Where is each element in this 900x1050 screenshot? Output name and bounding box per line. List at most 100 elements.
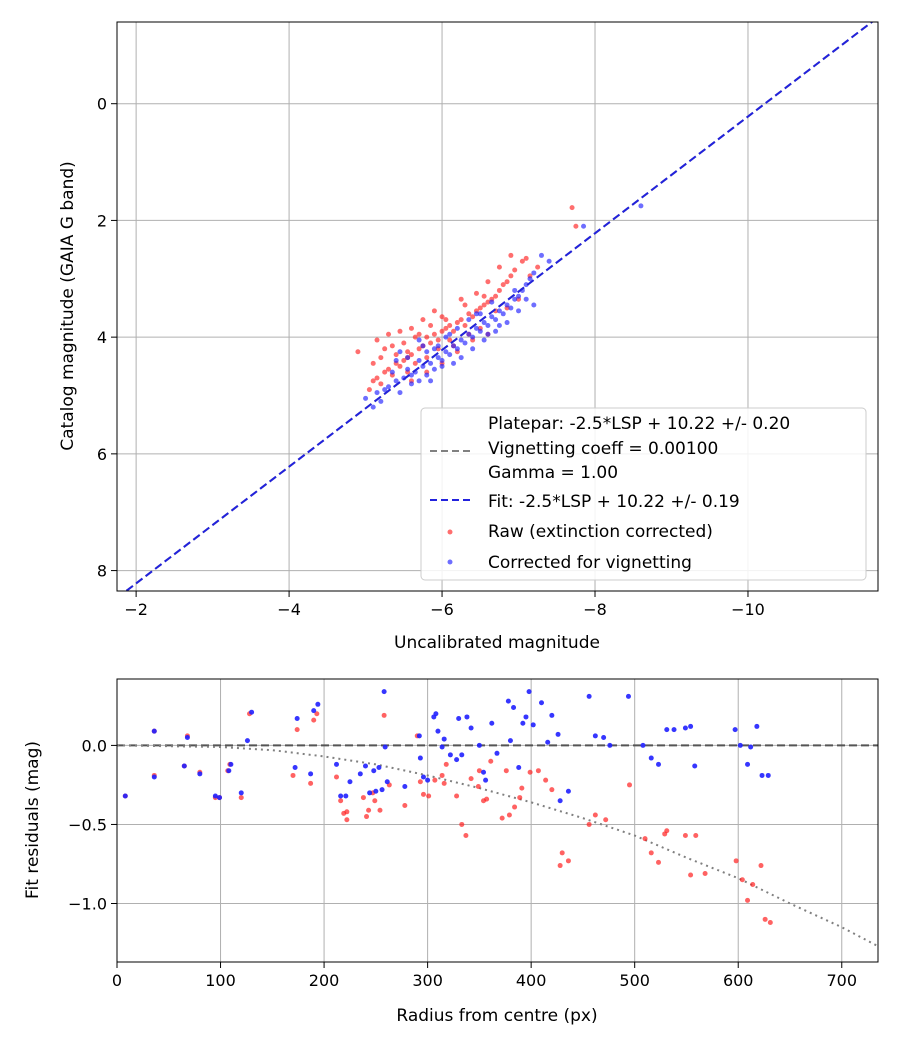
residuals-raw-point (360, 795, 366, 801)
calibration-corrected-point (431, 346, 437, 352)
calibration-corrected-point (420, 343, 426, 349)
calibration-y-tick-label: 4 (97, 328, 107, 347)
calibration-raw-point (355, 349, 361, 355)
residuals-corrected-point (362, 763, 368, 769)
residuals-corrected-point (384, 779, 390, 785)
residuals-raw-point (559, 850, 565, 856)
calibration-raw-point (408, 325, 414, 331)
calibration-raw-point (435, 337, 441, 343)
residuals-raw-point (762, 916, 768, 922)
residuals-y-axis-label: Fit residuals (mag) (23, 741, 43, 899)
calibration-corrected-point (470, 334, 476, 340)
residuals-corrected-point (456, 716, 462, 722)
calibration-raw-point (508, 252, 514, 258)
residuals-corrected-point (640, 742, 646, 748)
residuals-raw-point (441, 780, 447, 786)
calibration-raw-point (378, 355, 384, 361)
residuals-x-tick-label: 600 (723, 971, 754, 990)
residuals-raw-point (506, 812, 512, 818)
residuals-corrected-point (347, 779, 353, 785)
residuals-raw-point (314, 711, 320, 717)
calibration-raw-point (496, 264, 502, 270)
calibration-corrected-point (489, 314, 495, 320)
residuals-corrected-point (343, 793, 349, 799)
legend-fit-label: Fit: -2.5*LSP + 10.22 +/- 0.19 (488, 492, 740, 512)
calibration-corrected-point (424, 372, 430, 378)
residuals-raw-point (557, 863, 563, 869)
residuals-raw-point (499, 815, 505, 821)
calibration-corrected-point (451, 360, 457, 366)
residuals-raw-point (733, 858, 739, 864)
legend-raw-marker (447, 529, 453, 535)
calibration-corrected-point (447, 331, 453, 337)
residuals-corrected-point (435, 728, 441, 734)
calibration-raw-point (458, 317, 464, 323)
calibration-raw-point (508, 273, 514, 279)
calibration-corrected-point (512, 296, 518, 302)
calibration-raw-point (439, 328, 445, 334)
calibration-corrected-point (382, 387, 388, 393)
calibration-corrected-point (493, 328, 499, 334)
residuals-raw-point (468, 776, 474, 782)
residuals-raw-point (750, 882, 756, 888)
calibration-raw-point (382, 346, 388, 352)
calibration-raw-point (389, 343, 395, 349)
calibration-raw-point (428, 340, 434, 346)
residuals-raw-point (308, 780, 314, 786)
calibration-corrected-point (473, 325, 479, 331)
residuals-raw-point (417, 779, 423, 785)
calibration-corrected-point (454, 346, 460, 352)
calibration-corrected-point (378, 398, 384, 404)
residuals-scatter (122, 689, 773, 925)
calibration-raw-point (412, 360, 418, 366)
calibration-raw-point (477, 305, 483, 311)
residuals-corrected-point (454, 757, 460, 763)
residuals-corrected-point (228, 761, 234, 767)
residuals-corrected-point (601, 734, 607, 740)
calibration-x-tick-label: −10 (731, 600, 765, 619)
residuals-raw-point (758, 863, 764, 869)
calibration-corrected-point (443, 349, 449, 355)
calibration-corrected-point (386, 384, 392, 390)
calibration-raw-point (493, 293, 499, 299)
residuals-raw-point (426, 793, 432, 799)
residuals-raw-point (344, 817, 350, 823)
calibration-corrected-point (416, 337, 422, 343)
residuals-x-tick-label: 0 (112, 971, 122, 990)
residuals-ticks: 0 100 200 300 400 500 600 700 0.0 −0.5 −1.0 (68, 736, 857, 990)
calibration-raw-point (447, 322, 453, 328)
calibration-plot-frame (116, 21, 879, 592)
residuals-x-tick-label: 500 (619, 971, 650, 990)
calibration-corrected-point (408, 372, 414, 378)
calibration-corrected-point (512, 287, 518, 293)
calibration-corrected-point (516, 293, 522, 299)
calibration-corrected-point (489, 299, 495, 305)
vignetting-model-curve (117, 744, 878, 948)
residuals-corrected-point (244, 738, 250, 744)
calibration-fit-lines (124, 22, 874, 591)
calibration-corrected-point (416, 357, 422, 363)
residuals-corrected-point (489, 720, 495, 726)
residuals-raw-point (459, 821, 465, 827)
residuals-raw-point (519, 785, 525, 791)
residuals-raw-point (739, 877, 745, 883)
residuals-raw-point (664, 828, 670, 834)
calibration-corrected-point (523, 296, 529, 302)
calibration-corrected-point (485, 331, 491, 337)
residuals-raw-point (592, 812, 598, 818)
calibration-raw-point (424, 334, 430, 340)
residuals-corrected-point (745, 761, 751, 767)
calibration-raw-point (401, 357, 407, 363)
calibration-corrected-point (516, 308, 522, 314)
residuals-corrected-point (464, 714, 470, 720)
calibration-raw-point (386, 331, 392, 337)
residuals-reference-lines (117, 744, 878, 948)
legend-box (420, 407, 867, 581)
calibration-raw-point (370, 378, 376, 384)
calibration-corrected-point (523, 282, 529, 288)
residuals-y-tick-label: −1.0 (68, 895, 107, 914)
calibration-corrected-point (538, 252, 544, 258)
residuals-raw-point (648, 850, 654, 856)
fit-line (124, 22, 874, 591)
